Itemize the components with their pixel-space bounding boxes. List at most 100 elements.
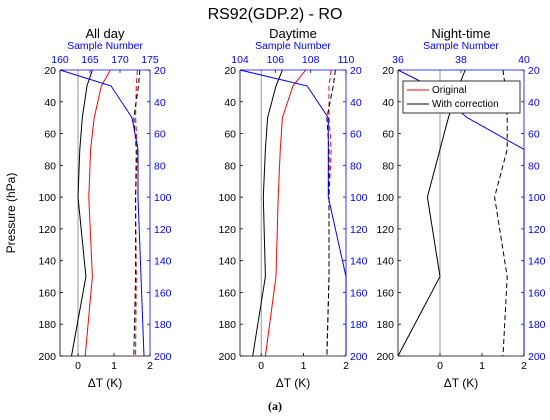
y-tick-label: 140 xyxy=(218,256,236,268)
y-tick-label: 20 xyxy=(224,65,236,77)
series-sd-original xyxy=(326,69,332,357)
x-tick-label: 1 xyxy=(111,360,117,372)
y-tick-label: 120 xyxy=(376,224,394,236)
top-tick-label: 110 xyxy=(338,54,355,66)
y-tick-label: 180 xyxy=(376,319,394,331)
y2-tick-label: 180 xyxy=(154,319,172,331)
panel-title: Daytime xyxy=(269,26,317,41)
top-axis-label: Sample Number xyxy=(255,40,331,52)
series-sd-with-correction xyxy=(326,69,336,357)
x-tick-label: 2 xyxy=(521,360,527,372)
y2-tick-label: 180 xyxy=(350,319,368,331)
y2-tick-label: 120 xyxy=(350,224,368,236)
panel-title: All day xyxy=(85,26,125,41)
y2-tick-label: 100 xyxy=(350,192,368,204)
legend-label-original: Original xyxy=(432,85,466,96)
x-tick-label: 1 xyxy=(301,360,307,372)
y-tick-label: 40 xyxy=(224,97,236,109)
y2-tick-label: 60 xyxy=(154,129,166,141)
series-mean-with-correction xyxy=(252,69,283,357)
y2-tick-label: 80 xyxy=(528,160,540,172)
x-tick-label: 1 xyxy=(479,360,485,372)
y2-tick-label: 100 xyxy=(528,192,546,204)
y-tick-label: 100 xyxy=(38,192,56,204)
series-sd-original xyxy=(135,69,138,357)
y2-tick-label: 200 xyxy=(528,351,546,363)
x-axis-label: ΔT (K) xyxy=(444,376,478,390)
top-tick-label: 104 xyxy=(231,54,249,66)
y2-tick-label: 160 xyxy=(154,287,172,299)
y-tick-label: 160 xyxy=(218,287,236,299)
y2-tick-label: 40 xyxy=(350,97,362,109)
y-tick-label: 140 xyxy=(38,256,56,268)
figure-title: RS92(GDP.2) - RO xyxy=(207,6,343,23)
top-axis-label: Sample Number xyxy=(67,40,143,52)
series-mean-original xyxy=(264,69,307,357)
top-tick-label: 40 xyxy=(518,54,530,66)
y2-tick-label: 200 xyxy=(350,351,368,363)
x-tick-label: 0 xyxy=(258,360,264,372)
y-tick-label: 40 xyxy=(382,97,394,109)
y-tick-label: 180 xyxy=(218,319,236,331)
y2-tick-label: 40 xyxy=(154,97,166,109)
y2-tick-label: 60 xyxy=(350,129,362,141)
y2-tick-label: 160 xyxy=(350,287,368,299)
y-tick-label: 200 xyxy=(38,351,56,363)
y-tick-label: 140 xyxy=(376,256,394,268)
y-tick-label: 180 xyxy=(38,319,56,331)
series-sample-number xyxy=(59,69,145,357)
y-tick-label: 200 xyxy=(218,351,236,363)
x-axis-label: ΔT (K) xyxy=(88,376,122,390)
y-tick-label: 160 xyxy=(38,287,56,299)
series-sample-number xyxy=(239,69,347,356)
x-tick-label: 2 xyxy=(343,360,349,372)
y-tick-label: 160 xyxy=(376,287,394,299)
y2-tick-label: 20 xyxy=(528,65,540,77)
y2-tick-label: 40 xyxy=(528,97,540,109)
y-axis-label: Pressure (hPa) xyxy=(4,173,18,254)
x-tick-label: 0 xyxy=(437,360,443,372)
top-tick-label: 160 xyxy=(51,54,69,66)
y2-tick-label: 20 xyxy=(350,65,362,77)
top-axis-label: Sample Number xyxy=(423,40,499,52)
series-mean-with-correction xyxy=(71,69,93,357)
y2-tick-label: 100 xyxy=(154,192,172,204)
top-tick-label: 38 xyxy=(455,54,467,66)
panel-title: Night-time xyxy=(431,26,490,41)
y-tick-label: 60 xyxy=(224,129,236,141)
y-tick-label: 60 xyxy=(44,129,56,141)
y-tick-label: 120 xyxy=(218,224,236,236)
x-axis-label: ΔT (K) xyxy=(276,376,310,390)
y2-tick-label: 140 xyxy=(528,256,546,268)
x-tick-label: 0 xyxy=(75,360,81,372)
y-tick-label: 80 xyxy=(382,160,394,172)
figure-caption: (a) xyxy=(268,399,282,413)
y-tick-label: 60 xyxy=(382,129,394,141)
y-tick-label: 80 xyxy=(44,160,56,172)
y2-tick-label: 120 xyxy=(154,224,172,236)
y-tick-label: 200 xyxy=(376,351,394,363)
y-tick-label: 100 xyxy=(218,192,236,204)
top-tick-label: 106 xyxy=(267,54,285,66)
top-tick-label: 108 xyxy=(302,54,320,66)
y-tick-label: 80 xyxy=(224,160,236,172)
top-tick-label: 36 xyxy=(392,54,404,66)
y-tick-label: 40 xyxy=(44,97,56,109)
legend-box xyxy=(402,80,521,114)
y2-tick-label: 160 xyxy=(528,287,546,299)
y2-tick-label: 140 xyxy=(154,256,172,268)
y-tick-label: 20 xyxy=(382,65,394,77)
legend-label-correction: With correction xyxy=(432,99,499,110)
y2-tick-label: 60 xyxy=(528,129,540,141)
x-tick-label: 2 xyxy=(147,360,153,372)
y2-tick-label: 140 xyxy=(350,256,368,268)
y2-tick-label: 180 xyxy=(528,319,546,331)
y2-tick-label: 20 xyxy=(154,65,166,77)
y2-tick-label: 80 xyxy=(154,160,166,172)
top-tick-label: 175 xyxy=(141,54,159,66)
series-mean-original xyxy=(84,69,111,357)
